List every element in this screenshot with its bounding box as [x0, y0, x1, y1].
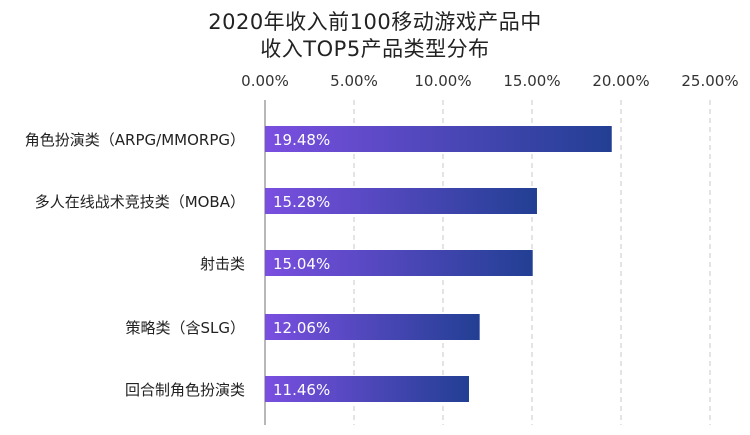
x-tick-label: 10.00%: [414, 72, 471, 90]
bar-value-label: 15.04%: [273, 255, 330, 273]
x-tick-label: 0.00%: [241, 72, 289, 90]
category-label: 回合制角色扮演类: [125, 381, 245, 399]
x-tick-label: 20.00%: [592, 72, 649, 90]
category-label: 角色扮演类（ARPG/MMORPG）: [25, 131, 245, 149]
x-tick-label: 25.00%: [681, 72, 738, 90]
bar: [265, 188, 537, 214]
bar: [265, 126, 612, 152]
x-tick-label: 5.00%: [330, 72, 378, 90]
bar-value-label: 11.46%: [273, 381, 330, 399]
bar-value-label: 15.28%: [273, 193, 330, 211]
chart-title-line-1: 2020年收入前100移动游戏产品中: [208, 10, 542, 34]
bar: [265, 250, 533, 276]
bar-value-label: 12.06%: [273, 319, 330, 337]
chart-title-line-2: 收入TOP5产品类型分布: [260, 37, 490, 61]
x-tick-label: 15.00%: [503, 72, 560, 90]
bar: [265, 314, 480, 340]
category-label: 射击类: [200, 255, 245, 273]
bar: [265, 376, 469, 402]
bar-value-label: 19.48%: [273, 131, 330, 149]
category-label: 策略类（含SLG）: [125, 319, 245, 337]
category-label: 多人在线战术竞技类（MOBA）: [35, 193, 245, 211]
